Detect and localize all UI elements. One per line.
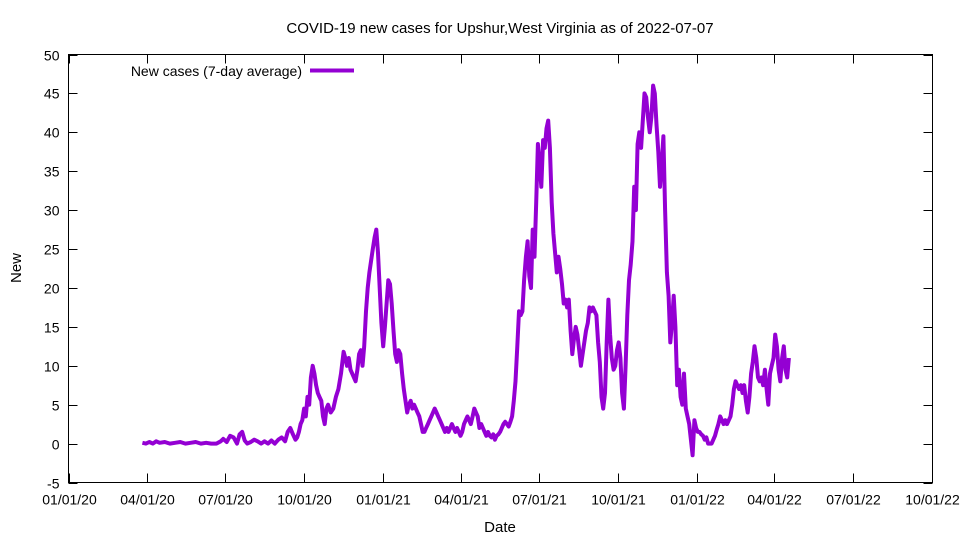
y-tick-label: 30	[44, 203, 60, 219]
y-tick-label: -5	[47, 476, 60, 492]
x-tick-label: 07/01/20	[198, 492, 253, 508]
legend: New cases (7-day average)	[131, 63, 354, 79]
y-tick-label: 45	[44, 86, 60, 102]
y-tick-label: 20	[44, 281, 60, 297]
y-tick-label: 40	[44, 125, 60, 141]
y-tick-label: 10	[44, 359, 60, 375]
series-line-new-cases	[141, 83, 791, 458]
x-tick-label: 07/01/21	[512, 492, 567, 508]
y-axis: -5 0 5 10 15 20 25 30 35 40 45 50	[44, 48, 933, 492]
y-tick-label: 35	[44, 164, 60, 180]
y-tick-label: 0	[52, 437, 60, 453]
x-axis: 01/01/20 04/01/20 07/01/20 10/01/20 01/01/21…	[42, 54, 960, 508]
y-tick-label: 25	[44, 242, 60, 258]
x-tick-label: 10/01/20	[277, 492, 332, 508]
y-tick-label: 5	[52, 398, 60, 414]
x-tick-label: 01/01/21	[356, 492, 411, 508]
series-layer	[141, 83, 791, 458]
legend-label: New cases (7-day average)	[131, 63, 302, 79]
y-axis-label: New	[8, 253, 25, 283]
plot-frame	[68, 54, 933, 483]
x-tick-label: 10/01/22	[905, 492, 960, 508]
x-tick-label: 01/01/22	[670, 492, 725, 508]
x-tick-label: 04/01/22	[747, 492, 802, 508]
x-tick-label: 04/01/20	[120, 492, 175, 508]
x-tick-label: 04/01/21	[434, 492, 489, 508]
x-axis-label: Date	[484, 519, 516, 536]
x-tick-label: 10/01/21	[591, 492, 646, 508]
y-tick-label: 50	[44, 48, 60, 64]
chart-title: COVID-19 new cases for Upshur,West Virgi…	[286, 20, 713, 37]
x-tick-label: 07/01/22	[826, 492, 881, 508]
y-tick-label: 15	[44, 320, 60, 336]
x-tick-label: 01/01/20	[42, 492, 97, 508]
